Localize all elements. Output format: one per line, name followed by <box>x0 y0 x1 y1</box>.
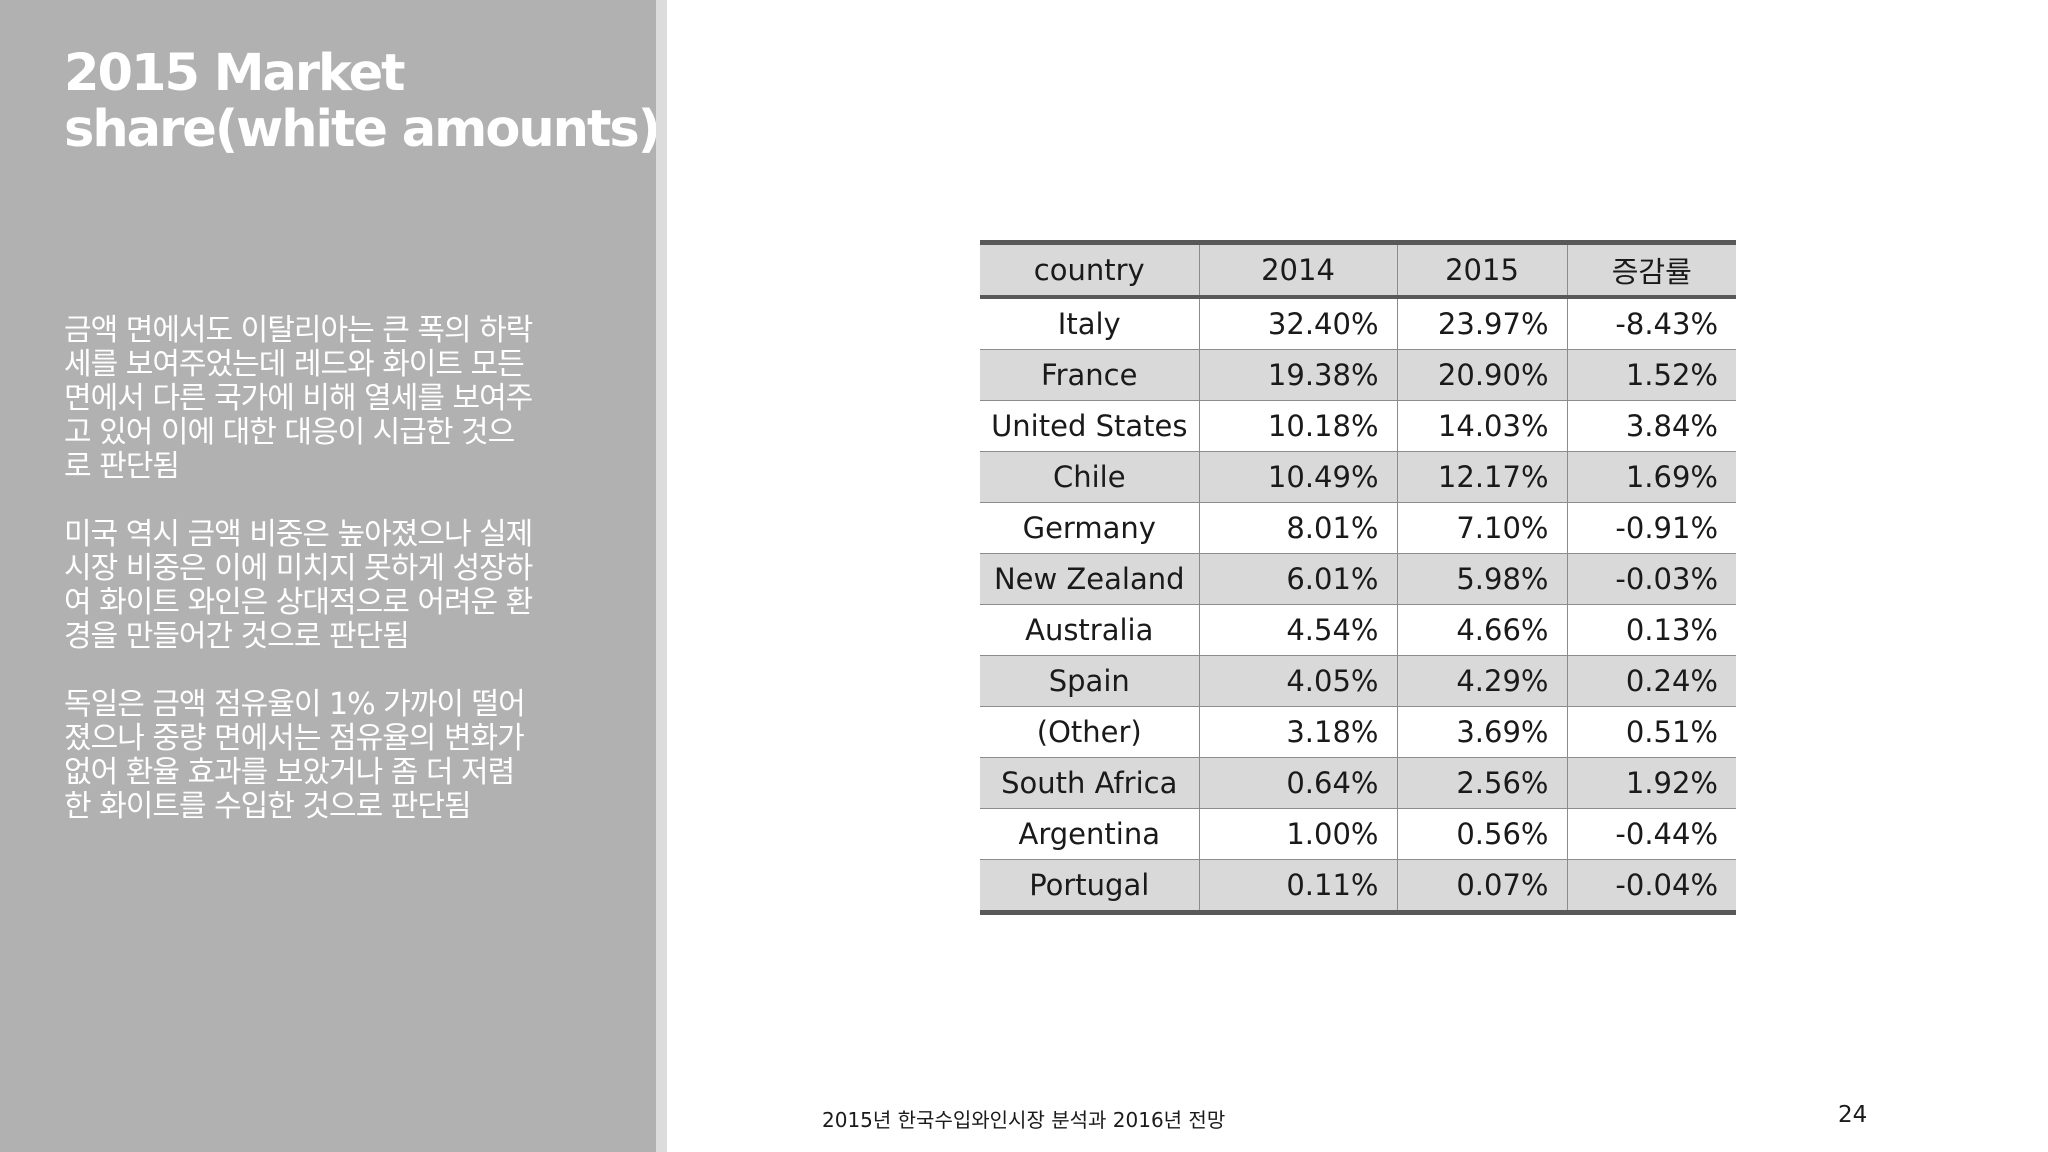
cell-country: Italy <box>980 297 1200 350</box>
cell-2015: 23.97% <box>1397 297 1568 350</box>
cell-country: Australia <box>980 604 1200 656</box>
table-row: United States 10.18% 14.03% 3.84% <box>980 400 1736 452</box>
page-number: 24 <box>1838 1102 1868 1128</box>
cell-2015: 7.10% <box>1397 502 1568 554</box>
cell-change: -0.04% <box>1615 868 1718 902</box>
cell-2015: 14.03% <box>1397 400 1568 452</box>
cell-2015: 4.66% <box>1397 604 1568 656</box>
column-header-2014: 2014 <box>1199 245 1398 297</box>
footer-text: 2015년 한국수입와인시장 분석과 2016년 전망 <box>822 1108 1226 1132</box>
slide-title: 2015 Market share(white amounts) <box>64 44 661 159</box>
paragraph-line: 독일은 금액 점유율이 1% 가까이 떨어 <box>64 687 526 722</box>
cell-change: 0.13% <box>1625 613 1718 647</box>
cell-country: Argentina <box>980 808 1200 860</box>
slide-title-line: share(white amounts) <box>64 100 661 159</box>
paragraph-line: 여 화이트 와인은 상대적으로 어려운 환 <box>64 585 533 620</box>
cell-2014: 6.01% <box>1199 553 1398 605</box>
table-row: Australia 4.54% 4.66% 0.13% <box>980 604 1736 656</box>
cell-2015: 3.69% <box>1397 706 1568 758</box>
table-row: Spain 4.05% 4.29% 0.24% <box>980 655 1736 707</box>
divider-strip <box>656 0 667 1152</box>
cell-2015: 4.29% <box>1397 655 1568 707</box>
cell-country: Germany <box>980 502 1200 554</box>
cell-change: -0.44% <box>1615 817 1718 851</box>
table-row: South Africa 0.64% 2.56% 1.92% <box>980 757 1736 809</box>
paragraph-germany: 독일은 금액 점유율이 1% 가까이 떨어 졌으나 중량 면에서는 점유율의 변… <box>64 688 624 824</box>
cell-2014: 8.01% <box>1199 502 1398 554</box>
cell-2014: 32.40% <box>1199 297 1398 350</box>
table-row: New Zealand 6.01% 5.98% -0.03% <box>980 553 1736 605</box>
paragraph-line: 로 판단됨 <box>64 449 180 484</box>
paragraph-line: 없어 환율 효과를 보았거나 좀 더 저렴 <box>64 755 515 790</box>
table-row: Italy 32.40% 23.97% -8.43% <box>980 297 1736 350</box>
paragraph-line: 금액 면에서도 이탈리아는 큰 폭의 하락 <box>64 313 533 348</box>
cell-2015: 12.17% <box>1397 451 1568 503</box>
cell-2015: 20.90% <box>1397 349 1568 401</box>
cell-2014: 4.54% <box>1199 604 1398 656</box>
cell-2014: 4.05% <box>1199 655 1398 707</box>
cell-country: Chile <box>980 451 1200 503</box>
cell-country: New Zealand <box>980 553 1200 605</box>
cell-2014: 19.38% <box>1199 349 1398 401</box>
cell-2015: 0.56% <box>1397 808 1568 860</box>
cell-country: Spain <box>980 655 1200 707</box>
cell-country: (Other) <box>980 706 1200 758</box>
cell-2014: 10.49% <box>1199 451 1398 503</box>
paragraph-usa: 미국 역시 금액 비중은 높아졌으나 실제 시장 비중은 이에 미치지 못하게 … <box>64 518 624 654</box>
cell-2014: 0.64% <box>1199 757 1398 809</box>
cell-2014: 3.18% <box>1199 706 1398 758</box>
cell-country: France <box>980 349 1200 401</box>
cell-2015: 2.56% <box>1397 757 1568 809</box>
market-share-table-wrap: country 2014 2015 증감률 Italy 32.40% 23.97… <box>980 240 1736 915</box>
cell-change: 3.84% <box>1625 409 1718 443</box>
column-header-change-rate: 증감률 <box>1611 255 1692 289</box>
cell-2015: 0.07% <box>1397 859 1568 910</box>
column-header-2015: 2015 <box>1397 245 1568 297</box>
cell-change: -0.03% <box>1615 562 1718 596</box>
paragraph-line: 면에서 다른 국가에 비해 열세를 보여주 <box>64 381 533 416</box>
cell-change: 1.92% <box>1625 766 1718 800</box>
cell-change: -8.43% <box>1615 307 1718 341</box>
table-row: (Other) 3.18% 3.69% 0.51% <box>980 706 1736 758</box>
paragraph-line: 세를 보여주었는데 레드와 화이트 모든 <box>64 347 525 382</box>
cell-2014: 0.11% <box>1199 859 1398 910</box>
table-row: Chile 10.49% 12.17% 1.69% <box>980 451 1736 503</box>
cell-change: 1.52% <box>1625 358 1718 392</box>
cell-2014: 1.00% <box>1199 808 1398 860</box>
paragraph-line: 졌으나 중량 면에서는 점유율의 변화가 <box>64 721 525 756</box>
table-row: Argentina 1.00% 0.56% -0.44% <box>980 808 1736 860</box>
body-text: 금액 면에서도 이탈리아는 큰 폭의 하락 세를 보여주었는데 레드와 화이트 … <box>64 314 624 858</box>
paragraph-line: 시장 비중은 이에 미치지 못하게 성장하 <box>64 551 533 586</box>
paragraph-line: 미국 역시 금액 비중은 높아졌으나 실제 <box>64 517 533 552</box>
paragraph-line: 경을 만들어간 것으로 판단됨 <box>64 619 410 654</box>
column-header-country: country <box>980 245 1200 297</box>
cell-2015: 5.98% <box>1397 553 1568 605</box>
table-row: France 19.38% 20.90% 1.52% <box>980 349 1736 401</box>
cell-country: United States <box>980 400 1200 452</box>
cell-change: -0.91% <box>1615 511 1718 545</box>
cell-2014: 10.18% <box>1199 400 1398 452</box>
table-row: Portugal 0.11% 0.07% -0.04% <box>980 859 1736 910</box>
left-panel: 2015 Market share(white amounts) 금액 면에서도… <box>0 0 661 1152</box>
cell-country: Portugal <box>980 859 1200 910</box>
cell-change: 1.69% <box>1625 460 1718 494</box>
table-row: Germany 8.01% 7.10% -0.91% <box>980 502 1736 554</box>
cell-change: 0.51% <box>1625 715 1718 749</box>
market-share-table: country 2014 2015 증감률 Italy 32.40% 23.97… <box>980 245 1736 910</box>
slide-title-line: 2015 Market <box>64 44 406 103</box>
table-header-row: country 2014 2015 증감률 <box>980 245 1736 297</box>
paragraph-line: 고 있어 이에 대한 대응이 시급한 것으 <box>64 415 515 450</box>
cell-country: South Africa <box>980 757 1200 809</box>
paragraph-line: 한 화이트를 수입한 것으로 판단됨 <box>64 789 472 824</box>
cell-change: 0.24% <box>1625 664 1718 698</box>
paragraph-italy: 금액 면에서도 이탈리아는 큰 폭의 하락 세를 보여주었는데 레드와 화이트 … <box>64 314 624 484</box>
